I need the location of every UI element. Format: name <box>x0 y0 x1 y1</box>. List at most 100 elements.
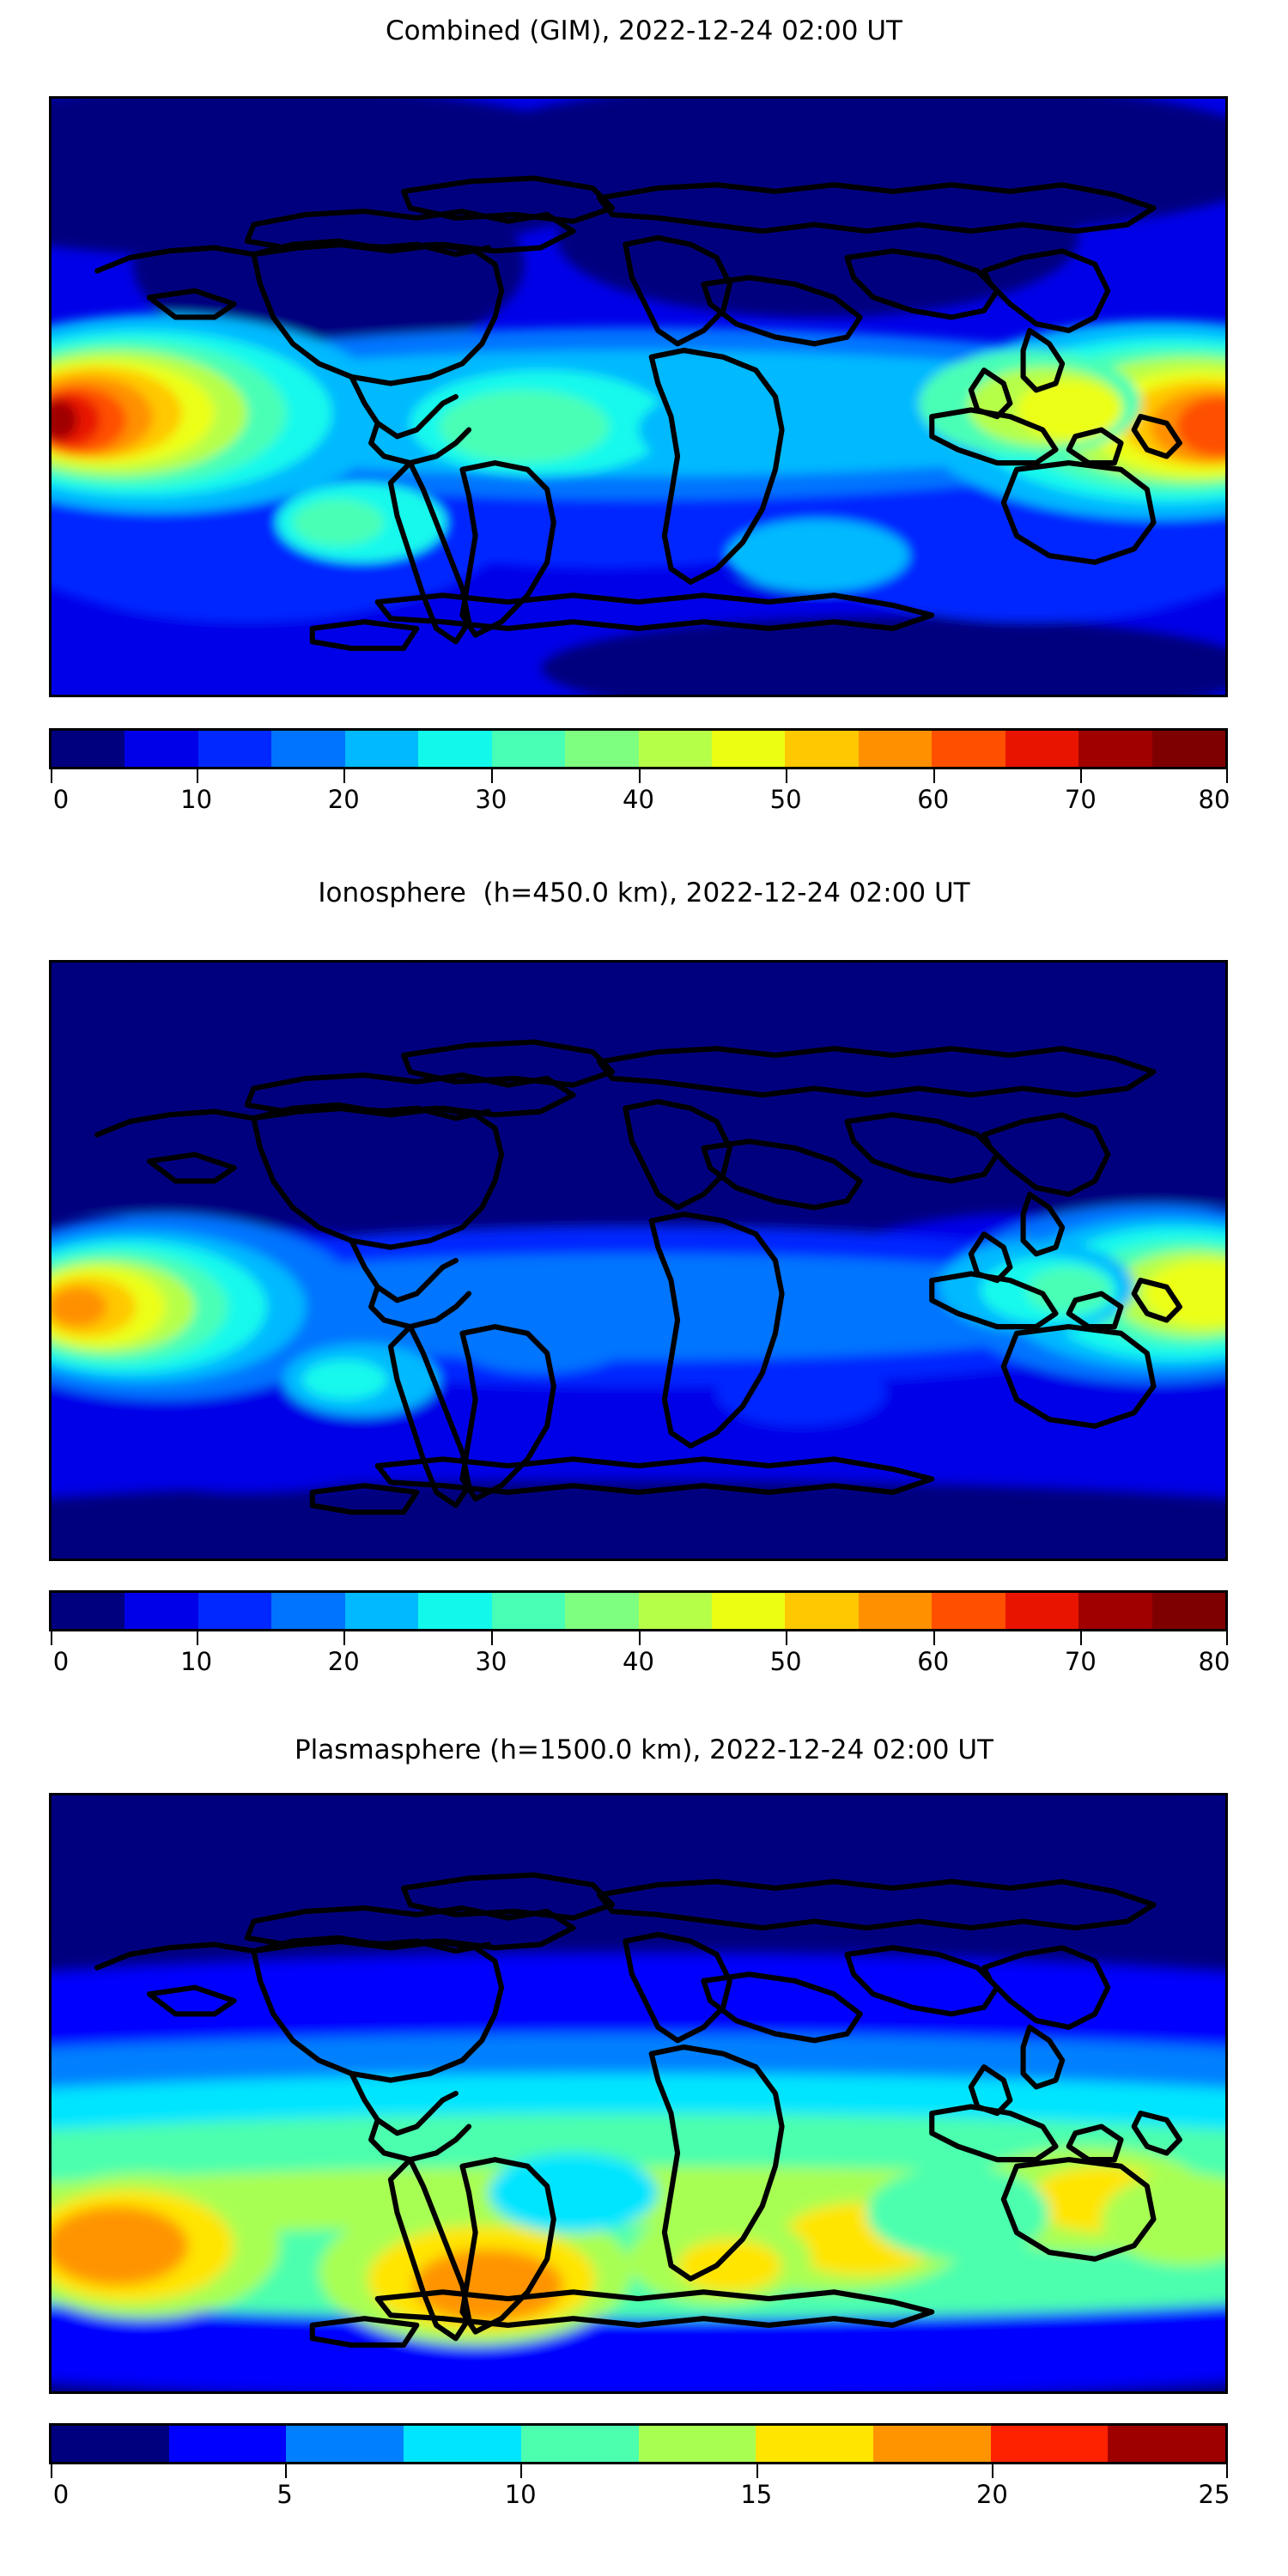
colorbar-band <box>418 1593 492 1629</box>
colorbar-band <box>638 2426 756 2462</box>
colorbar-band <box>271 1593 345 1629</box>
colorbar-band <box>286 2426 404 2462</box>
panel-combined-gim: Combined (GIM), 2022-12-24 02:00 UT <box>0 0 1288 859</box>
colorbar-tick-label: 25 <box>1198 2480 1230 2509</box>
colorbar-band <box>785 731 859 767</box>
colorbar-tick-label: 40 <box>623 1647 654 1676</box>
colorbar-band <box>858 731 933 767</box>
colorbar-band <box>168 2426 287 2462</box>
colorbar-band <box>711 731 786 767</box>
colorbar-tick <box>1226 1631 1228 1645</box>
map-canvas-combined-gim <box>52 99 1225 695</box>
colorbar-band <box>1151 731 1225 767</box>
colorbar-tick <box>490 1631 493 1645</box>
colorbar-ticks-combined: 0 10 20 30 40 50 60 70 80 <box>49 769 1230 829</box>
map-canvas-ionosphere <box>52 963 1225 1558</box>
colorbar-tick <box>343 769 346 783</box>
colorbar-tick <box>992 2464 994 2478</box>
colorbar-band <box>52 731 125 767</box>
colorbar-tick-label: 10 <box>180 1647 213 1676</box>
colorbar-gradient-ionosphere <box>52 1593 1225 1629</box>
colorbar-tick <box>196 1631 198 1645</box>
colorbar-band <box>491 731 566 767</box>
colorbar-tick <box>284 2464 287 2478</box>
colorbar-tick <box>1080 769 1083 783</box>
colorbar-tick <box>933 1631 935 1645</box>
colorbar-band <box>990 2426 1109 2462</box>
colorbar-tick <box>638 1631 641 1645</box>
colorbar-tick <box>51 1631 52 1645</box>
colorbar-band <box>638 731 712 767</box>
colorbar-tick <box>638 769 641 783</box>
colorbar-band <box>1151 1593 1225 1629</box>
colorbar-plasmasphere <box>49 2423 1228 2464</box>
colorbar-tick-label: 60 <box>917 1647 950 1676</box>
colorbar-band <box>565 1593 639 1629</box>
map-plasmasphere <box>49 1793 1228 2394</box>
colorbar-tick <box>756 2464 758 2478</box>
colorbar-tick <box>786 769 788 783</box>
colorbar-band <box>344 731 419 767</box>
colorbar-tick <box>343 1631 346 1645</box>
colorbar-band <box>932 731 1005 767</box>
colorbar-tick <box>933 769 935 783</box>
colorbar-tick-label: 70 <box>1064 785 1097 814</box>
colorbar-gradient-combined <box>52 731 1225 767</box>
colorbar-tick-label: 80 <box>1198 785 1230 814</box>
colorbar-ticks-ionosphere: 0 10 20 30 40 50 60 70 80 <box>49 1631 1230 1692</box>
colorbar-band <box>344 1593 419 1629</box>
colorbar-band <box>756 2426 873 2462</box>
colorbar-tick <box>196 769 198 783</box>
colorbar-tick-label: 0 <box>52 2480 70 2509</box>
colorbar-band <box>1005 731 1079 767</box>
coastline-overlay-ionosphere <box>94 1039 1182 1516</box>
colorbar-band <box>711 1593 786 1629</box>
colorbar-tick-label: 20 <box>327 785 360 814</box>
colorbar-tick-label: 50 <box>769 1647 802 1676</box>
colorbar-ionosphere <box>49 1590 1228 1631</box>
panel-plasmasphere: Plasmasphere (h=1500.0 km), 2022-12-24 0… <box>0 1726 1288 2576</box>
colorbar-tick-label: 5 <box>276 2480 293 2509</box>
colorbar-band <box>491 1593 566 1629</box>
colorbar-band <box>1108 2426 1226 2462</box>
colorbar-band <box>520 2426 639 2462</box>
colorbar-combined-gim <box>49 728 1228 769</box>
colorbar-tick <box>490 769 493 783</box>
map-ionosphere <box>49 960 1228 1561</box>
colorbar-tick-label: 15 <box>740 2480 773 2509</box>
colorbar-tick-label: 10 <box>504 2480 537 2509</box>
colorbar-band <box>125 1593 198 1629</box>
coastline-overlay-plasmasphere <box>94 1872 1182 2348</box>
colorbar-band <box>52 1593 125 1629</box>
colorbar-tick <box>520 2464 523 2478</box>
panel-title-ionosphere: Ionosphere (h=450.0 km), 2022-12-24 02:0… <box>318 878 970 908</box>
colorbar-tick-label: 50 <box>769 785 802 814</box>
colorbar-tick <box>51 769 52 783</box>
colorbar-tick <box>1226 769 1228 783</box>
colorbar-tick-label: 20 <box>975 2480 1008 2509</box>
colorbar-tick-label: 10 <box>180 785 213 814</box>
colorbar-ticks-plasmasphere: 0 5 10 15 20 25 <box>49 2464 1230 2524</box>
contour-fill-plasmasphere <box>52 1795 1225 2391</box>
colorbar-band <box>872 2426 991 2462</box>
colorbar-tick-label: 30 <box>475 1647 507 1676</box>
colorbar-band <box>858 1593 933 1629</box>
colorbar-band <box>404 2426 521 2462</box>
colorbar-band <box>52 2426 169 2462</box>
colorbar-band <box>1078 731 1152 767</box>
colorbar-tick-label: 0 <box>52 1647 70 1676</box>
map-combined-gim <box>49 96 1228 697</box>
colorbar-tick-label: 20 <box>327 1647 360 1676</box>
colorbar-band <box>932 1593 1005 1629</box>
colorbar-band <box>197 1593 272 1629</box>
colorbar-band <box>638 1593 712 1629</box>
panel-title-combined-gim: Combined (GIM), 2022-12-24 02:00 UT <box>386 15 902 46</box>
colorbar-band <box>785 1593 859 1629</box>
colorbar-band <box>1078 1593 1152 1629</box>
colorbar-tick-label: 80 <box>1198 1647 1230 1676</box>
colorbar-tick-label: 70 <box>1064 1647 1097 1676</box>
colorbar-tick <box>1226 2464 1228 2478</box>
coastline-overlay-combined <box>94 175 1182 652</box>
colorbar-tick-label: 60 <box>917 785 950 814</box>
